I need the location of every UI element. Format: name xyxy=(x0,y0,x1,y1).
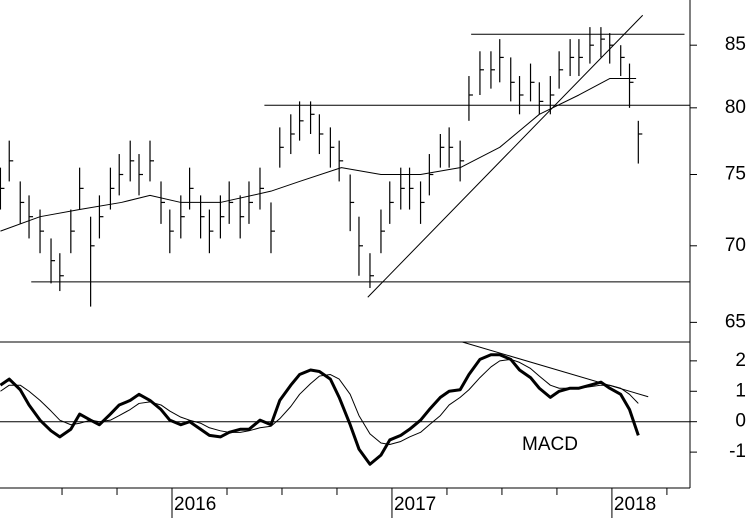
reference-line xyxy=(367,14,644,298)
macd-line xyxy=(0,353,640,466)
macd-line xyxy=(0,358,639,446)
y-tick-label: 85 xyxy=(725,34,746,55)
x-tick-label: 2017 xyxy=(394,494,436,515)
y-tick-label: 70 xyxy=(725,235,746,256)
y-tick-label: 65 xyxy=(725,311,746,332)
y-tick-label: 2 xyxy=(735,350,746,371)
moving-average xyxy=(0,78,637,232)
y-tick-label: -1 xyxy=(729,441,746,462)
x-tick-label: 2018 xyxy=(614,494,656,515)
x-tick-label: 2016 xyxy=(174,494,216,515)
y-tick-label: 1 xyxy=(735,380,746,401)
y-tick-label: 0 xyxy=(735,411,746,432)
y-tick-label: 75 xyxy=(725,164,746,185)
y-tick-label: 80 xyxy=(725,97,746,118)
macd-label: MACD xyxy=(522,434,578,455)
